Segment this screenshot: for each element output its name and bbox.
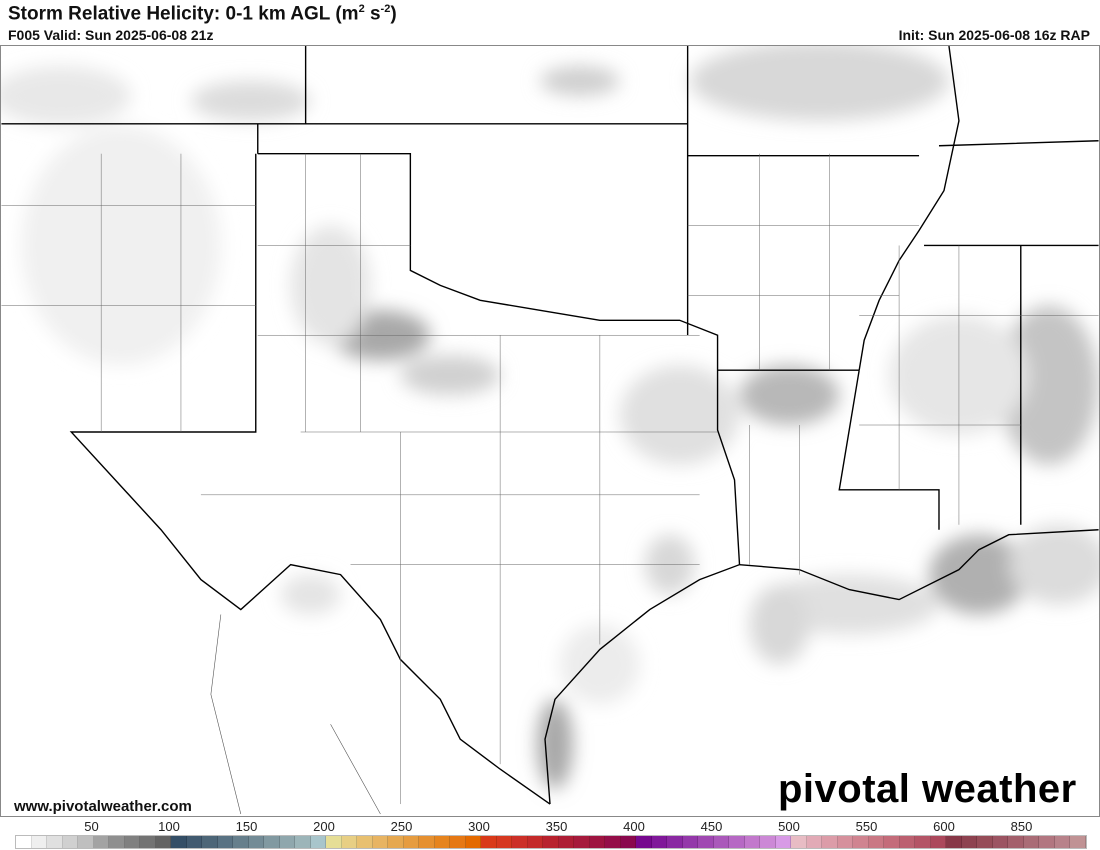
colorbar-cell [868, 836, 884, 848]
title-text: ) [390, 3, 397, 25]
colorbar-cell [744, 836, 760, 848]
colorbar-cell [388, 836, 404, 848]
colorbar-cell [1039, 836, 1055, 848]
colorbar-cell [605, 836, 621, 848]
colorbar-cell [171, 836, 187, 848]
colorbar-cell [372, 836, 388, 848]
colorbar-label: 350 [545, 819, 568, 834]
colorbar-cell [527, 836, 543, 848]
colorbar-cell [496, 836, 512, 848]
colorbar-cell [140, 836, 156, 848]
colorbar-cell [574, 836, 590, 848]
colorbar-label: 600 [933, 819, 955, 834]
colorbar-cell [233, 836, 249, 848]
colorbar-cell [729, 836, 745, 848]
colorbar-cell [760, 836, 776, 848]
colorbar-cell [698, 836, 714, 848]
title-sup: -2 [380, 3, 391, 15]
colorbar-cell [31, 836, 47, 848]
colorbar-cell [915, 836, 931, 848]
colorbar-cell [341, 836, 357, 848]
colorbar-cell [465, 836, 481, 848]
colorbar-label: 150 [235, 819, 258, 834]
colorbar-cell [279, 836, 295, 848]
colorbar-cell [78, 836, 94, 848]
colorbar-cell [1054, 836, 1070, 848]
colorbar-cell [806, 836, 822, 848]
colorbar-cell [558, 836, 574, 848]
colorbar-cell [822, 836, 838, 848]
colorbar-cell [1023, 836, 1039, 848]
colorbar-label: 250 [390, 819, 413, 834]
colorbar-label: 850 [1010, 819, 1033, 834]
title-sup: 2 [358, 3, 365, 15]
colorbar-cell [16, 836, 32, 848]
colorbar-cell [124, 836, 140, 848]
colorbar-cell [481, 836, 497, 848]
colorbar-cell [713, 836, 729, 848]
colorbar-cell [791, 836, 807, 848]
colorbar-cell [109, 836, 125, 848]
colorbar-cell [667, 836, 683, 848]
colorbar-cell [930, 836, 946, 848]
colorbar-cell [651, 836, 667, 848]
colorbar-cell [884, 836, 900, 848]
colorbar-cell [248, 836, 264, 848]
colorbar-label: 200 [313, 819, 335, 834]
helicity-shading [1, 46, 1099, 790]
colorbar-cell [62, 836, 78, 848]
colorbar-label: 300 [468, 819, 490, 834]
colorbar-cell [434, 836, 450, 848]
init-time: Init: Sun 2025-06-08 16z RAP [898, 27, 1090, 43]
colorbar-cell [775, 836, 791, 848]
colorbar-cell [310, 836, 326, 848]
colorbar-cell [1008, 836, 1024, 848]
colorbar-cell [543, 836, 559, 848]
colorbar-cell [977, 836, 993, 848]
colorbar-label: 500 [778, 819, 800, 834]
website-url[interactable]: www.pivotalweather.com [14, 798, 192, 815]
colorbar-cell [450, 836, 466, 848]
county-borders [1, 153, 1099, 805]
colorbar-cell [202, 836, 218, 848]
colorbar-cell [47, 836, 63, 848]
colorbar-cell [992, 836, 1008, 848]
colorbar-cell [217, 836, 233, 848]
valid-time: F005 Valid: Sun 2025-06-08 21z [8, 27, 214, 43]
colorbar-cell [93, 836, 109, 848]
colorbar-cell [620, 836, 636, 848]
colorbar-cell [899, 836, 915, 848]
colorbar-cell [419, 836, 435, 848]
colorbar-cell [636, 836, 652, 848]
title-text: s [364, 3, 381, 25]
colorbar-label: 450 [700, 819, 723, 834]
pivotal-weather-logo: pivotal weather [778, 767, 1077, 811]
colorbar-cell [186, 836, 202, 848]
colorbar-label: 50 [84, 819, 99, 834]
colorbar-cell [682, 836, 698, 848]
colorbar-label: 400 [623, 819, 645, 834]
state-borders [1, 46, 1099, 805]
colorbar-cell [853, 836, 869, 848]
colorbar-cell [357, 836, 373, 848]
helicity-map [0, 45, 1100, 817]
mexico-borders [210, 614, 381, 815]
colorbar [15, 835, 1087, 849]
colorbar-cell [326, 836, 342, 848]
title-text: Storm Relative Helicity: 0-1 km AGL (m [8, 3, 359, 25]
map-title: Storm Relative Helicity: 0-1 km AGL (m2 … [8, 3, 397, 25]
colorbar-cell [1070, 836, 1086, 848]
colorbar-cell [295, 836, 311, 848]
colorbar-cell [837, 836, 853, 848]
colorbar-cell [155, 836, 171, 848]
colorbar-cell [264, 836, 280, 848]
colorbar-label: 550 [855, 819, 878, 834]
colorbar-cell [512, 836, 528, 848]
colorbar-label: 100 [158, 819, 180, 834]
colorbar-cell [961, 836, 977, 848]
colorbar-cell [946, 836, 962, 848]
colorbar-cell [589, 836, 605, 848]
colorbar-cell [403, 836, 419, 848]
